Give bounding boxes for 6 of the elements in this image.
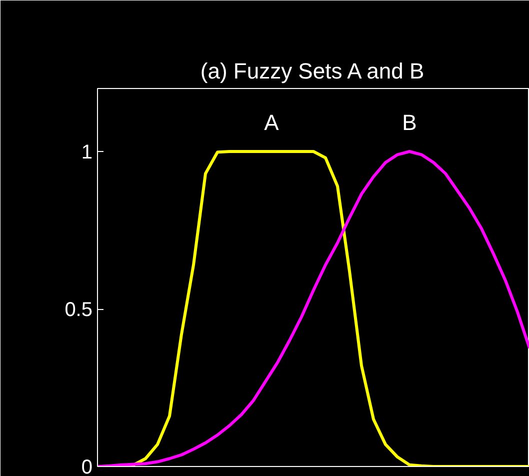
y-tick-label: 0 — [81, 456, 92, 476]
chart-title: (a) Fuzzy Sets A and B — [200, 58, 424, 84]
y-tick-label: 0.5 — [64, 299, 93, 321]
annotation: A — [264, 110, 280, 136]
y-tick-label: 1 — [81, 142, 92, 164]
annotation: B — [402, 110, 417, 136]
